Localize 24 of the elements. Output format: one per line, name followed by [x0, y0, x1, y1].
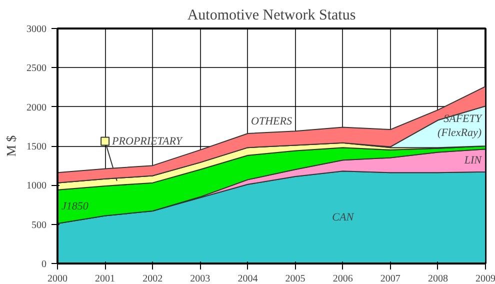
- chart-title: Automotive Network Status: [187, 8, 356, 24]
- x-tick-label: 2004: [238, 274, 258, 284]
- series-label: SAFETY (FlexRay): [438, 112, 484, 140]
- y-tick-label: 2500: [26, 63, 46, 74]
- y-axis-title: M $: [4, 134, 18, 157]
- x-tick-label: 2000: [48, 274, 68, 284]
- x-tick-label: 2003: [190, 274, 210, 284]
- series-label: J1850: [62, 200, 89, 213]
- y-tick-label: 0: [42, 259, 46, 270]
- x-tick-label: 2002: [142, 274, 163, 284]
- x-tick-label: 2005: [285, 274, 306, 284]
- y-tick-label: 500: [32, 220, 46, 231]
- y-tick-label: 2000: [26, 102, 46, 114]
- series-label: LIN: [463, 154, 482, 166]
- x-tick-label: 2008: [428, 274, 448, 284]
- x-tick-label: 2006: [332, 274, 353, 284]
- x-tick-label: 2007: [380, 274, 400, 284]
- x-tick-label: 2009: [476, 274, 495, 284]
- series-label: CAN: [332, 211, 354, 224]
- series-label: OTHERS: [251, 116, 292, 128]
- y-tick-label: 1000: [26, 180, 46, 192]
- y-tick-label: 1500: [26, 142, 46, 152]
- x-tick-label: 2001: [95, 274, 116, 284]
- y-tick-label: 3000: [26, 24, 46, 35]
